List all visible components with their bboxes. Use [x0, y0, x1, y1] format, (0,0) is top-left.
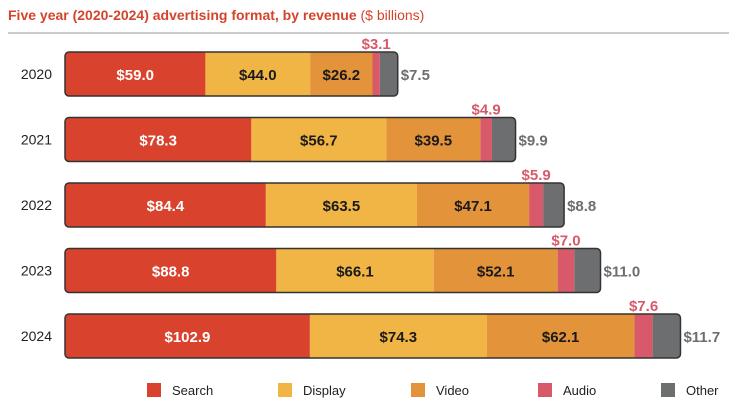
- bar-segment-audio-2021: [480, 117, 492, 162]
- legend-swatch-search: [147, 383, 161, 397]
- bar-segment-display-2022: [265, 183, 418, 227]
- data-label-other-2023: $11.0: [604, 264, 641, 281]
- data-label-audio-2020: $3.1: [362, 36, 391, 53]
- bar-group-2021: [65, 117, 516, 162]
- data-label-video-2020: $26.2: [323, 67, 361, 84]
- bar-group-2020: [65, 52, 398, 96]
- chart-title-unit: ($ billions): [360, 7, 425, 23]
- bar-segment-video-2021: [386, 117, 481, 162]
- data-label-video-2021: $39.5: [415, 133, 453, 150]
- bar-segment-video-2020: [310, 52, 373, 96]
- data-label-display-2023: $66.1: [336, 264, 374, 281]
- data-label-video-2023: $52.1: [477, 264, 515, 281]
- bar-outline-2024: [64, 313, 682, 359]
- data-label-display-2020: $44.0: [239, 67, 277, 84]
- year-label-2022: 2022: [21, 197, 52, 213]
- bar-segment-other-2024: [652, 314, 681, 358]
- data-label-audio-2021: $4.9: [472, 102, 501, 119]
- bar-group-2024: [65, 314, 681, 358]
- bar-segment-search-2023: [65, 248, 277, 293]
- data-label-search-2021: $78.3: [139, 133, 177, 150]
- bar-segment-search-2022: [65, 183, 266, 227]
- bar-outline-2021: [64, 116, 517, 163]
- bar-segment-video-2023: [433, 248, 558, 293]
- data-label-display-2024: $74.3: [380, 329, 418, 346]
- bar-segment-audio-2020: [372, 52, 380, 96]
- data-label-other-2022: $8.8: [567, 198, 596, 215]
- bar-segment-video-2024: [486, 314, 635, 358]
- bar-segment-other-2023: [574, 248, 601, 293]
- bar-segment-audio-2024: [634, 314, 653, 358]
- chart-title-main: Five year (2020-2024) advertising format…: [8, 7, 357, 23]
- data-label-search-2022: $84.4: [147, 198, 185, 215]
- bar-outline-2023: [64, 247, 602, 294]
- bar-segment-audio-2022: [529, 183, 544, 227]
- data-label-other-2021: $9.9: [519, 133, 548, 150]
- year-label-2020: 2020: [21, 66, 52, 82]
- data-label-other-2024: $11.7: [683, 329, 720, 346]
- bar-segment-display-2023: [276, 248, 434, 293]
- legend-swatch-video: [411, 383, 425, 397]
- bar-segment-display-2021: [251, 117, 387, 162]
- data-label-display-2022: $63.5: [323, 198, 361, 215]
- year-label-2023: 2023: [21, 263, 52, 279]
- legend-label-display: Display: [303, 383, 346, 398]
- bar-group-2023: [65, 248, 601, 293]
- data-label-video-2024: $62.1: [542, 329, 580, 346]
- bar-outline-2022: [64, 182, 565, 228]
- bar-segment-audio-2023: [557, 248, 575, 293]
- year-label-2021: 2021: [21, 132, 52, 148]
- legend-label-audio: Audio: [563, 383, 596, 398]
- bar-segment-search-2020: [65, 52, 206, 96]
- data-label-audio-2023: $7.0: [551, 233, 580, 250]
- legend-swatch-audio: [538, 383, 552, 397]
- legend-label-video: Video: [436, 383, 469, 398]
- data-label-video-2022: $47.1: [454, 198, 492, 215]
- bar-segment-display-2024: [309, 314, 487, 358]
- data-label-search-2020: $59.0: [116, 67, 154, 84]
- bar-segment-display-2020: [205, 52, 311, 96]
- legend-label-search: Search: [172, 383, 213, 398]
- data-label-search-2023: $88.8: [152, 264, 190, 281]
- legend-swatch-other: [661, 383, 675, 397]
- legend-swatch-display: [278, 383, 292, 397]
- bar-group-2022: [65, 183, 565, 227]
- bar-segment-other-2020: [379, 52, 398, 96]
- bar-segment-other-2022: [543, 183, 565, 227]
- bar-segment-search-2021: [65, 117, 252, 162]
- data-label-audio-2024: $7.6: [629, 298, 658, 315]
- data-label-audio-2022: $5.9: [522, 167, 551, 184]
- bar-segment-search-2024: [65, 314, 310, 358]
- data-label-display-2021: $56.7: [300, 133, 338, 150]
- bar-segment-video-2022: [417, 183, 530, 227]
- chart-title: Five year (2020-2024) advertising format…: [8, 7, 424, 23]
- data-label-search-2024: $102.9: [165, 329, 211, 346]
- legend-label-other: Other: [686, 383, 719, 398]
- year-label-2024: 2024: [21, 328, 52, 344]
- data-label-other-2020: $7.5: [401, 67, 430, 84]
- bar-segment-other-2021: [491, 117, 516, 162]
- bar-outline-2020: [64, 51, 399, 97]
